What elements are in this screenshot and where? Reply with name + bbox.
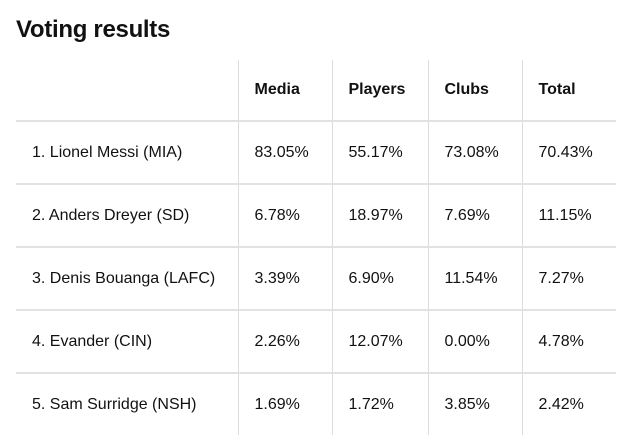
table-row: 2. Anders Dreyer (SD) 6.78% 18.97% 7.69% 11.…: [16, 184, 616, 248]
results-table: Media Players Clubs Total 1. Lionel Messi (…: [16, 60, 616, 435]
vote-share: 0.00%: [428, 310, 523, 374]
table-row: 1. Lionel Messi (MIA) 83.05% 55.17% 73.08% 7…: [16, 121, 616, 185]
table-row: 3. Denis Bouanga (LAFC) 3.39% 6.90% 11.54% 7…: [16, 247, 616, 311]
player-name: 2. Anders Dreyer (SD): [16, 184, 239, 248]
vote-share: 12.07%: [332, 310, 429, 374]
vote-share: 11.15%: [522, 184, 616, 248]
table-row: 4. Evander (CIN) 2.26% 12.07% 0.00% 4.78%: [16, 310, 616, 374]
vote-share: 83.05%: [238, 121, 333, 185]
header-row: Media Players Clubs Total: [16, 60, 616, 122]
table-body: 1. Lionel Messi (MIA) 83.05% 55.17% 73.08% 7…: [16, 121, 616, 435]
vote-share: 3.39%: [238, 247, 333, 311]
vote-share: 1.72%: [332, 373, 429, 435]
player-name: 3. Denis Bouanga (LAFC): [16, 247, 239, 311]
vote-share: 3.85%: [428, 373, 523, 435]
vote-share: 18.97%: [332, 184, 429, 248]
vote-share: 73.08%: [428, 121, 523, 185]
column-header: Players: [332, 60, 429, 122]
column-header: Clubs: [428, 60, 523, 122]
player-name: 1. Lionel Messi (MIA): [16, 121, 239, 185]
vote-share: 11.54%: [428, 247, 523, 311]
vote-share: 6.90%: [332, 247, 429, 311]
vote-share: 7.27%: [522, 247, 616, 311]
column-header: [16, 60, 239, 122]
title: Voting results: [16, 16, 171, 43]
column-header: Media: [238, 60, 333, 122]
vote-share: 70.43%: [522, 121, 616, 185]
column-header: Total: [522, 60, 616, 122]
vote-share: 7.69%: [428, 184, 523, 248]
vote-share: 55.17%: [332, 121, 429, 185]
vote-share: 2.42%: [538, 395, 584, 413]
player-name: 4. Evander (CIN): [16, 310, 239, 374]
player-name: 5. Sam Surridge (NSH): [16, 373, 239, 435]
vote-share: 4.78%: [522, 310, 616, 374]
vote-share: 6.78%: [238, 184, 333, 248]
vote-share: 2.26%: [238, 310, 333, 374]
vote-share: 1.69%: [238, 373, 333, 435]
table-row: 5. Sam Surridge (NSH) 1.69% 1.72% 3.85% 2.42…: [16, 373, 616, 435]
